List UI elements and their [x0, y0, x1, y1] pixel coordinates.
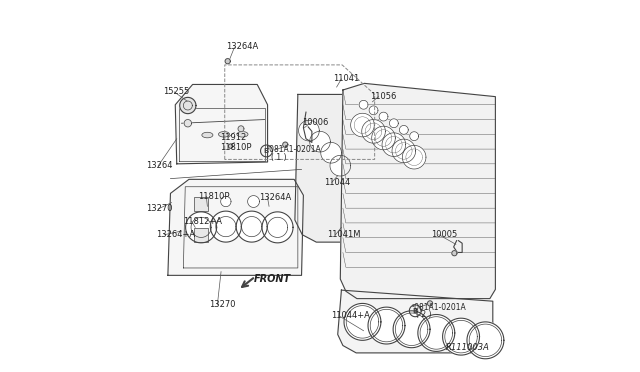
Text: 13264+A: 13264+A	[156, 230, 195, 239]
Polygon shape	[184, 119, 191, 127]
Polygon shape	[403, 145, 426, 169]
Polygon shape	[392, 139, 415, 163]
Text: 11812+A: 11812+A	[184, 217, 222, 225]
Text: 11044: 11044	[324, 178, 350, 187]
Text: ²081A1-0201A: ²081A1-0201A	[266, 145, 321, 154]
Polygon shape	[283, 142, 288, 147]
Polygon shape	[262, 212, 293, 243]
Polygon shape	[225, 59, 230, 64]
Polygon shape	[310, 131, 330, 152]
Bar	[194, 228, 208, 242]
Text: 11044+A: 11044+A	[331, 311, 370, 320]
Text: 11041: 11041	[333, 74, 359, 83]
Text: 15255: 15255	[163, 87, 189, 96]
Polygon shape	[221, 196, 231, 207]
Polygon shape	[236, 211, 268, 242]
Polygon shape	[338, 290, 493, 353]
Polygon shape	[382, 133, 406, 157]
Polygon shape	[443, 318, 479, 355]
Polygon shape	[452, 251, 457, 256]
Polygon shape	[321, 142, 341, 163]
Polygon shape	[295, 94, 353, 242]
Text: 11056: 11056	[370, 92, 396, 101]
Text: 11041M: 11041M	[328, 230, 361, 239]
Polygon shape	[351, 113, 374, 137]
Polygon shape	[175, 84, 268, 164]
Text: 13270: 13270	[209, 300, 236, 310]
Text: 13270: 13270	[147, 204, 173, 214]
Polygon shape	[428, 301, 433, 306]
Polygon shape	[379, 112, 388, 121]
Polygon shape	[418, 314, 455, 352]
Ellipse shape	[218, 132, 230, 137]
Ellipse shape	[202, 132, 213, 138]
Text: 11810P: 11810P	[220, 143, 252, 152]
Polygon shape	[238, 126, 244, 132]
Text: 10005: 10005	[431, 230, 457, 239]
Polygon shape	[186, 212, 216, 243]
Text: 13264: 13264	[147, 161, 173, 170]
Text: ( 1 ): ( 1 )	[271, 153, 287, 162]
Text: B: B	[413, 308, 418, 314]
Ellipse shape	[237, 132, 248, 137]
Polygon shape	[248, 196, 259, 208]
Polygon shape	[344, 304, 381, 340]
Text: 11912: 11912	[220, 133, 246, 142]
Polygon shape	[410, 132, 419, 141]
Polygon shape	[389, 119, 398, 128]
Text: 11810P: 11810P	[198, 192, 230, 201]
Polygon shape	[228, 144, 233, 148]
Polygon shape	[330, 155, 351, 176]
Polygon shape	[393, 311, 430, 348]
Text: R111003A: R111003A	[445, 343, 490, 352]
Polygon shape	[362, 119, 385, 143]
Text: B: B	[264, 148, 269, 154]
Text: 10006: 10006	[302, 118, 329, 127]
Polygon shape	[359, 100, 368, 109]
Polygon shape	[340, 83, 495, 299]
Bar	[194, 197, 208, 211]
Polygon shape	[399, 125, 408, 134]
Polygon shape	[372, 126, 396, 150]
Text: ( 2 ): ( 2 )	[416, 310, 431, 319]
Polygon shape	[299, 120, 319, 141]
Polygon shape	[168, 179, 303, 275]
Polygon shape	[180, 97, 196, 113]
Text: 13264A: 13264A	[226, 42, 258, 51]
Polygon shape	[369, 106, 378, 115]
Polygon shape	[211, 211, 241, 242]
Text: FRONT: FRONT	[253, 274, 291, 284]
Polygon shape	[467, 322, 504, 359]
Text: 13264A: 13264A	[259, 193, 291, 202]
Polygon shape	[368, 307, 405, 344]
Text: ²081A1-0201A: ²081A1-0201A	[412, 302, 467, 312]
